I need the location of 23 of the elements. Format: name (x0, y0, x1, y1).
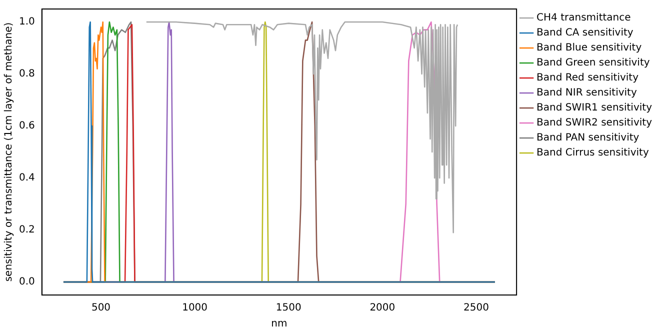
legend-label: Band Blue sensitivity (536, 42, 642, 54)
legend-label: Band PAN sensitivity (536, 132, 640, 144)
legend-label: Band Green sensitivity (536, 58, 650, 69)
x-tick-label: 500 (91, 302, 111, 314)
x-axis-title: nm (271, 318, 288, 330)
legend-label: Band SWIR1 sensitivity (536, 102, 652, 114)
legend-label: Band NIR sensitivity (536, 88, 637, 99)
y-axis-title: sensitivity or transmittance (1cm layer of methane) (4, 22, 15, 282)
y-tick-label: 0.8 (18, 68, 35, 80)
y-tick-label: 0.2 (18, 224, 35, 236)
x-tick-label: 2000 (370, 302, 396, 314)
y-tick-label: 0.4 (18, 172, 35, 184)
legend-label: Band Cirrus sensitivity (536, 148, 649, 159)
x-tick-label: 2500 (463, 302, 489, 314)
legend-label: Band Red sensitivity (536, 72, 639, 84)
legend-label: Band SWIR2 sensitivity (536, 118, 652, 129)
x-tick-label: 1000 (182, 302, 208, 314)
legend-label: Band CA sensitivity (536, 28, 634, 39)
y-tick-label: 0.0 (18, 276, 35, 288)
y-tick-label: 0.6 (18, 120, 35, 132)
legend-label: CH4 transmittance (536, 12, 631, 24)
x-tick-label: 1500 (276, 302, 302, 314)
y-tick-label: 1.0 (18, 16, 35, 28)
